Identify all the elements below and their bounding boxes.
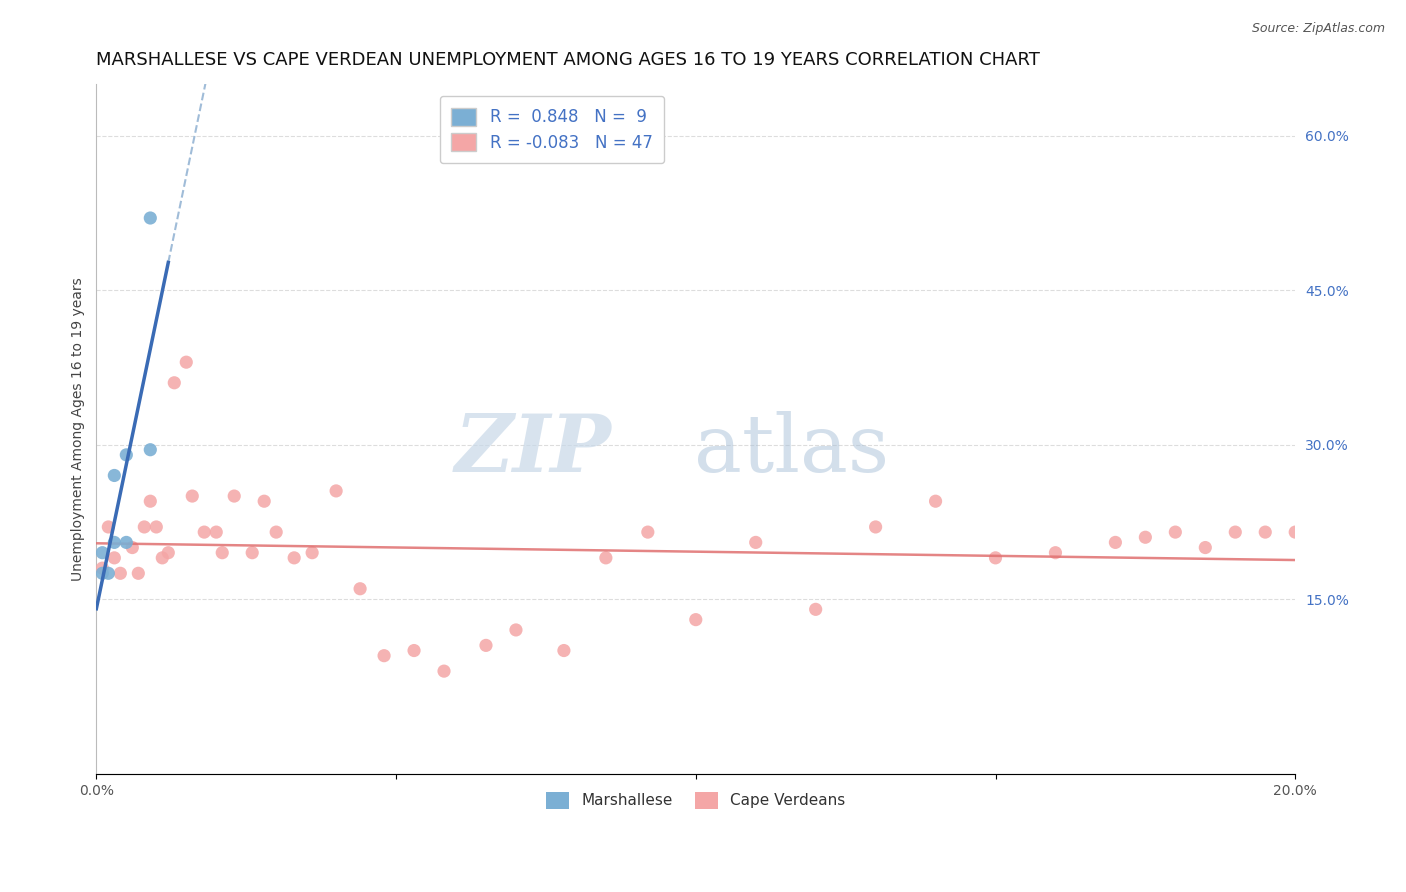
Point <box>145 520 167 534</box>
Point <box>865 520 887 534</box>
Point <box>240 546 263 560</box>
Point <box>193 525 215 540</box>
Text: ZIP: ZIP <box>456 411 612 489</box>
Point <box>1164 525 1187 540</box>
Point <box>134 520 156 534</box>
Point <box>283 550 305 565</box>
Point <box>224 489 246 503</box>
Text: atlas: atlas <box>695 411 889 489</box>
Point <box>97 566 120 581</box>
Point <box>1225 525 1247 540</box>
Point <box>150 550 173 565</box>
Point <box>157 546 180 560</box>
Point <box>110 566 132 581</box>
Point <box>91 566 114 581</box>
Point <box>103 550 125 565</box>
Point <box>475 639 498 653</box>
Point <box>181 489 204 503</box>
Point <box>505 623 527 637</box>
Point <box>595 550 617 565</box>
Point <box>103 468 125 483</box>
Point <box>745 535 768 549</box>
Point <box>211 546 233 560</box>
Point <box>685 613 707 627</box>
Point <box>1194 541 1216 555</box>
Point <box>264 525 287 540</box>
Point <box>127 566 149 581</box>
Point <box>373 648 395 663</box>
Point <box>139 494 162 508</box>
Point <box>1104 535 1126 549</box>
Point <box>924 494 946 508</box>
Legend: Marshallese, Cape Verdeans: Marshallese, Cape Verdeans <box>540 786 852 814</box>
Point <box>1254 525 1277 540</box>
Point <box>325 483 347 498</box>
Y-axis label: Unemployment Among Ages 16 to 19 years: Unemployment Among Ages 16 to 19 years <box>72 277 86 581</box>
Point <box>349 582 371 596</box>
Point <box>433 664 456 678</box>
Point <box>1045 546 1067 560</box>
Point <box>97 520 120 534</box>
Point <box>174 355 197 369</box>
Point <box>91 561 114 575</box>
Point <box>139 442 162 457</box>
Point <box>804 602 827 616</box>
Point <box>115 535 138 549</box>
Point <box>121 541 143 555</box>
Point <box>1135 530 1157 544</box>
Point <box>1284 525 1306 540</box>
Point <box>103 535 125 549</box>
Text: Source: ZipAtlas.com: Source: ZipAtlas.com <box>1251 22 1385 36</box>
Point <box>253 494 276 508</box>
Point <box>553 643 575 657</box>
Point <box>205 525 228 540</box>
Point <box>637 525 659 540</box>
Point <box>402 643 425 657</box>
Point <box>163 376 186 390</box>
Point <box>91 546 114 560</box>
Text: MARSHALLESE VS CAPE VERDEAN UNEMPLOYMENT AMONG AGES 16 TO 19 YEARS CORRELATION C: MARSHALLESE VS CAPE VERDEAN UNEMPLOYMENT… <box>97 51 1040 69</box>
Point <box>301 546 323 560</box>
Point <box>139 211 162 225</box>
Point <box>115 448 138 462</box>
Point <box>984 550 1007 565</box>
